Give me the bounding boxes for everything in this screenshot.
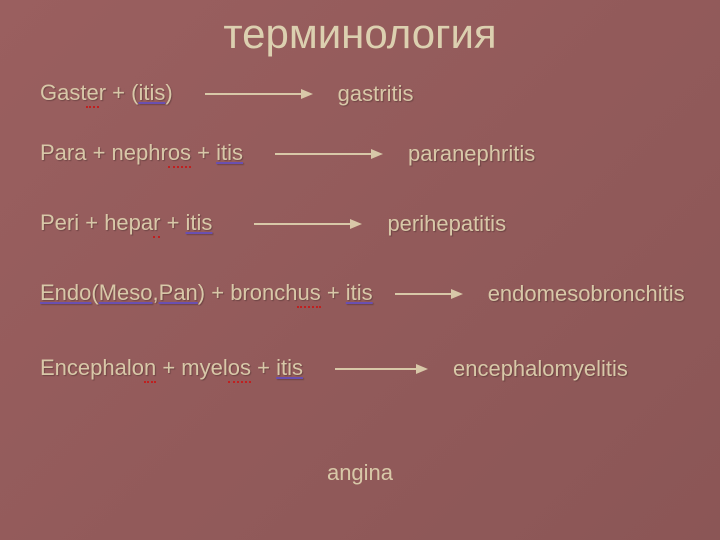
term-row: Encephalon + myelos + itis encephalomyeli… [40,355,628,383]
term-right: encephalomyelitis [453,356,628,382]
arrow-icon [252,217,362,231]
term-row: Endo(Meso,Pan) + bronchus + itis endomeso… [40,280,685,308]
term-left: Gaster + (itis) [40,80,173,108]
term-row: Gaster + (itis) gastritis [40,80,413,108]
term-left: Peri + hepar + itis [40,210,212,238]
arrow-icon [203,87,313,101]
footer-text: angina [0,460,720,486]
term-left: Encephalon + myelos + itis [40,355,303,383]
term-right: endomesobronchitis [488,281,685,307]
slide-title: терминология [0,0,720,58]
term-right: gastritis [338,81,414,107]
arrow-icon [333,362,428,376]
term-left: Endo(Meso,Pan) + bronchus + itis [40,280,373,308]
arrow-icon [393,287,463,301]
slide: терминология Gaster + (itis) gastritis Par… [0,0,720,540]
term-right: perihepatitis [387,211,506,237]
term-row: Peri + hepar + itis perihepatitis [40,210,506,238]
term-row: Para + nephros + itis paranephritis [40,140,535,168]
arrow-icon [273,147,383,161]
term-left: Para + nephros + itis [40,140,243,168]
term-right: paranephritis [408,141,535,167]
